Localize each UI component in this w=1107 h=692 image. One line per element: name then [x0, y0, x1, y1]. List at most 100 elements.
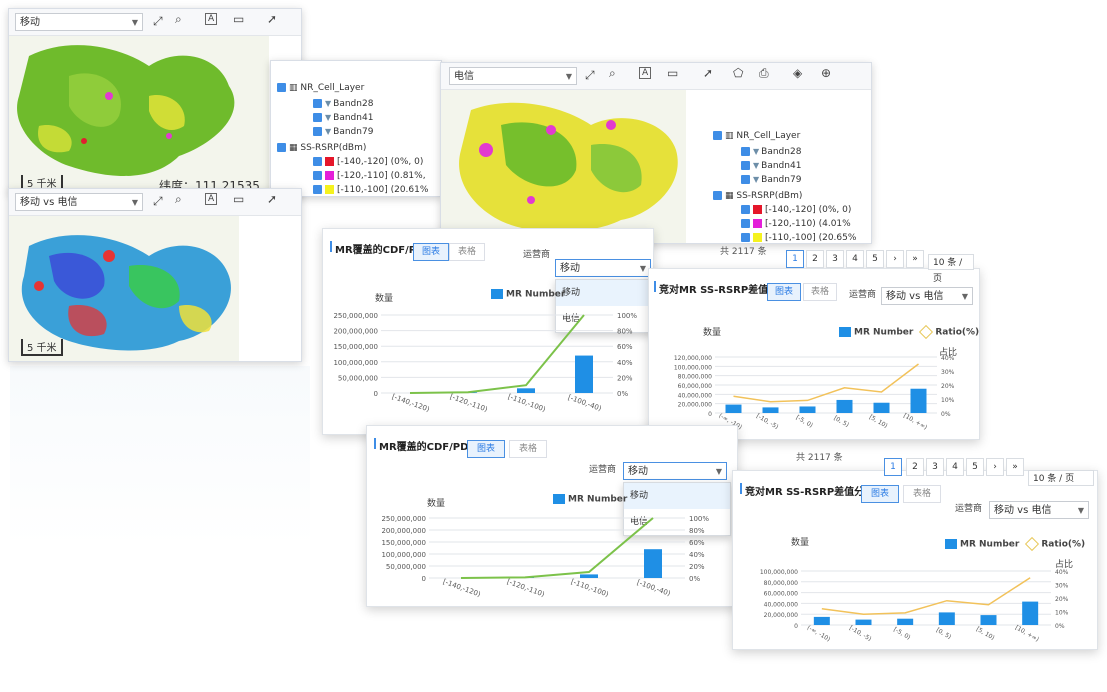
compare-map[interactable] [9, 216, 239, 361]
export-icon[interactable]: ⎙ [759, 66, 769, 80]
operator-select[interactable]: 移动 ▼ [555, 259, 651, 277]
fullscreen-icon[interactable]: ⤢ [585, 68, 595, 82]
tab-table[interactable]: 表格 [509, 440, 547, 458]
layer-band-1[interactable]: ▼ Bandn28 [313, 99, 373, 109]
layer-rsrp-3[interactable]: [-110,-100] (20.65% [741, 233, 856, 243]
next-page-button[interactable]: › [886, 250, 904, 268]
layer-group-rsrp[interactable]: ▦ SS-RSRP(dBm) [277, 143, 366, 153]
search-icon[interactable]: ⌕ [175, 192, 182, 206]
y-tick-label: 40,000,000 [764, 601, 799, 608]
select-arrow-icon[interactable]: ➚ [267, 192, 278, 206]
legend-mr: MR Number [553, 494, 627, 505]
ruler-icon[interactable]: ▭ [667, 66, 679, 80]
coverage-map[interactable] [9, 36, 269, 193]
page-2[interactable]: 2 [906, 458, 924, 476]
grid-icon: ▦ [725, 191, 737, 201]
layer-rsrp-1[interactable]: [-140,-120] (0%, 0) [741, 205, 851, 215]
dropdown-option[interactable]: 电信 [630, 517, 649, 527]
select-arrow-icon[interactable]: ➚ [267, 12, 278, 26]
select-arrow-icon[interactable]: ➚ [703, 66, 714, 80]
page-size-select[interactable]: 10 条 / 页 [1028, 470, 1094, 486]
page-size-select[interactable]: 10 条 / 页 [928, 254, 974, 284]
layer-rsrp-2[interactable]: [-120,-110) (4.01% [741, 219, 851, 229]
text-label-icon[interactable]: A [205, 193, 218, 205]
jump-forward-button[interactable]: » [1006, 458, 1024, 476]
bar [873, 402, 890, 413]
tab-chart[interactable]: 图表 [861, 485, 899, 503]
page-4[interactable]: 4 [846, 250, 864, 268]
search-icon[interactable]: ⌕ [175, 12, 182, 26]
y2-tick-label: 10% [941, 397, 955, 404]
layer-group-cell[interactable]: ▥ NR_Cell_Layer [277, 83, 364, 93]
bar [980, 615, 997, 625]
tab-chart[interactable]: 图表 [767, 283, 801, 301]
antenna-icon: ▼ [325, 99, 332, 108]
text-label-icon[interactable]: A [205, 13, 218, 25]
search-icon[interactable]: ⌕ [609, 66, 616, 80]
text-label-icon[interactable]: A [639, 67, 652, 79]
map-panel-telecom: 电信 ▼ ⤢ ⌕ A ▭ ➚ ⬠ ⎙ ◈ ⊕ ▥ NR_Cell_Layer ▼… [440, 62, 872, 244]
layer-group-rsrp[interactable]: ▦ SS-RSRP(dBm) [713, 191, 802, 201]
fullscreen-icon[interactable]: ⤢ [153, 194, 163, 208]
y2-tick-label: 80% [689, 527, 705, 535]
layer-band-3[interactable]: ▼ Bandn79 [313, 127, 373, 137]
page-2[interactable]: 2 [806, 250, 824, 268]
telecom-map[interactable] [441, 90, 686, 243]
antenna-icon: ▼ [753, 147, 760, 156]
legend: MR Number Ratio(%) [839, 324, 979, 340]
diff-chart-a: 120,000,000 100,000,000 80,000,000 60,000,0… [674, 355, 955, 431]
bar [1022, 601, 1039, 625]
layer-rsrp-3[interactable]: [-110,-100] (20.61% [313, 185, 428, 195]
layer-rsrp-2[interactable]: [-120,-110] (0.81%, [313, 171, 426, 181]
layer-group-cell[interactable]: ▥ NR_Cell_Layer [713, 131, 800, 141]
map-scale: 5 千米 [21, 339, 63, 356]
page-1[interactable]: 1 [786, 250, 804, 268]
dropdown-option[interactable]: 电信 [562, 314, 581, 324]
layer-band-3[interactable]: ▼ Bandn79 [741, 175, 801, 185]
tab-chart[interactable]: 图表 [413, 243, 449, 261]
antenna-icon: ▼ [325, 113, 332, 122]
page-5[interactable]: 5 [966, 458, 984, 476]
page-4[interactable]: 4 [946, 458, 964, 476]
bar [910, 388, 927, 413]
operator-select[interactable]: 移动 vs 电信 ▼ [15, 193, 143, 211]
x-tick-label: [-110,-100) [570, 578, 610, 599]
y-tick-label: 60,000,000 [764, 591, 799, 598]
layer-band-2[interactable]: ▼ Bandn41 [741, 161, 801, 171]
lasso-icon[interactable]: ⬠ [733, 66, 744, 80]
page-5[interactable]: 5 [866, 250, 884, 268]
dropdown-option[interactable]: 移动 [556, 280, 652, 306]
operator-select[interactable]: 移动 ▼ [15, 13, 143, 31]
page-1[interactable]: 1 [884, 458, 902, 476]
diff-card-a: 竞对MR SS-RSRP差值分析 图表 表格 运营商 移动 vs 电信 ▼ 数量 … [648, 268, 980, 440]
operator-select[interactable]: 移动 vs 电信 ▼ [989, 501, 1089, 519]
layer-rsrp-1[interactable]: [-140,-120] (0%, 0) [313, 157, 423, 167]
layers-icon[interactable]: ◈ [793, 66, 803, 80]
layer-band-2[interactable]: ▼ Bandn41 [313, 113, 373, 123]
dropdown-option[interactable]: 移动 [624, 483, 730, 509]
y2-tick-label: 80% [617, 328, 633, 336]
page-3[interactable]: 3 [926, 458, 944, 476]
layer-band-1[interactable]: ▼ Bandn28 [741, 147, 801, 157]
fullscreen-icon[interactable]: ⤢ [153, 14, 163, 28]
globe-icon[interactable]: ⊕ [821, 66, 832, 80]
operator-select[interactable]: 移动 vs 电信 ▼ [881, 287, 973, 305]
jump-forward-button[interactable]: » [906, 250, 924, 268]
y2-tick-label: 60% [689, 539, 705, 547]
ruler-icon[interactable]: ▭ [233, 192, 245, 206]
y2-axis-title: 占比 [1055, 560, 1074, 570]
operator-select[interactable]: 电信 ▼ [449, 67, 577, 85]
operator-select[interactable]: 移动 ▼ [623, 462, 727, 480]
tab-table[interactable]: 表格 [449, 243, 485, 261]
tab-chart[interactable]: 图表 [467, 440, 505, 458]
ruler-icon[interactable]: ▭ [233, 12, 245, 26]
tab-table[interactable]: 表格 [803, 283, 837, 301]
chevron-down-icon: ▼ [131, 18, 138, 27]
y2-tick-label: 0% [617, 390, 628, 398]
bar [836, 399, 853, 413]
x-tick-label: [5, 10) [868, 414, 889, 430]
tab-table[interactable]: 表格 [903, 485, 941, 503]
next-page-button[interactable]: › [986, 458, 1004, 476]
card-title: MR覆盖的CDF/PDF [329, 241, 431, 256]
page-3[interactable]: 3 [826, 250, 844, 268]
